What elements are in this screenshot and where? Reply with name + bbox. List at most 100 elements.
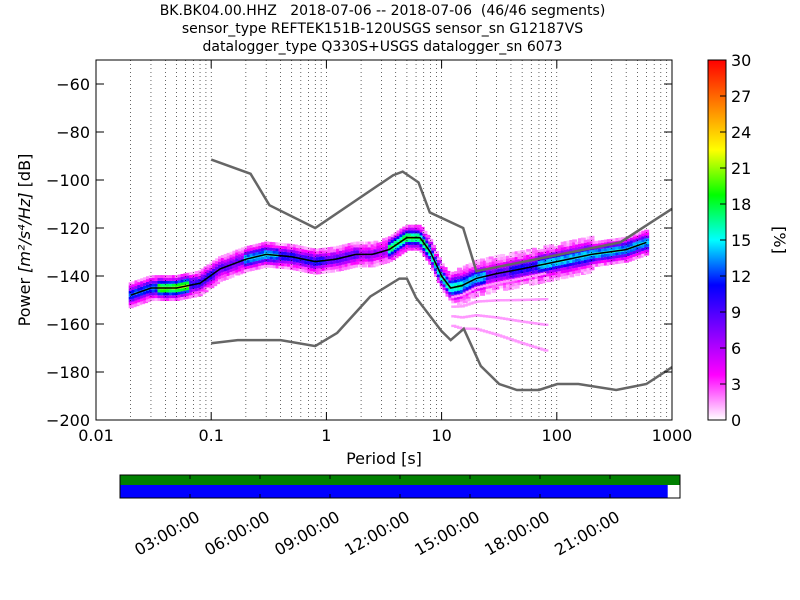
density-cell [390, 242, 396, 246]
density-cell [261, 262, 267, 266]
density-cell [410, 230, 416, 234]
density-cell [488, 315, 494, 319]
density-cell [304, 267, 310, 270]
density-cell [641, 250, 647, 254]
density-cell [471, 327, 477, 331]
density-cell [160, 298, 166, 302]
density-cell [445, 285, 451, 289]
density-cell [621, 242, 627, 246]
density-cell [459, 295, 465, 299]
density-cell [215, 272, 221, 276]
density-cell [459, 281, 465, 285]
density-cell [563, 261, 569, 265]
density-cell [168, 295, 174, 299]
density-cell [160, 292, 166, 296]
density-cell [422, 253, 428, 257]
density-cell [629, 252, 635, 255]
density-cell [281, 260, 287, 264]
density-cell [168, 278, 174, 281]
density-cell [566, 249, 572, 253]
density-cell [359, 250, 365, 254]
density-cell [511, 251, 517, 255]
density-cell [638, 234, 644, 238]
density-cell [410, 244, 416, 248]
density-cell [583, 242, 589, 246]
density-cell [615, 237, 621, 241]
density-cell [549, 252, 555, 256]
title-line-3: datalogger_type Q330S+USGS datalogger_sn… [202, 39, 563, 55]
density-cell [471, 281, 477, 285]
density-cell [540, 260, 546, 264]
density-cell [186, 290, 192, 293]
density-cell [264, 258, 270, 262]
density-cell [238, 262, 244, 266]
density-cell [511, 274, 517, 278]
density-cell [436, 274, 442, 278]
density-cell [448, 291, 454, 295]
density-cell [503, 273, 509, 277]
density-cell [638, 254, 644, 258]
density-cell [569, 260, 575, 263]
density-cell [543, 272, 549, 275]
density-cell [396, 247, 402, 251]
density-cell [554, 271, 560, 275]
density-cell [462, 297, 468, 301]
density-cell [258, 266, 264, 269]
density-cell [255, 252, 261, 256]
density-cell [629, 237, 635, 241]
density-cell [192, 291, 198, 295]
density-cell [350, 259, 356, 263]
density-cell [508, 298, 514, 302]
density-cell [128, 288, 134, 291]
density-cell [370, 250, 376, 253]
density-cell [318, 262, 324, 266]
density-cell [177, 297, 183, 301]
density-cell [194, 285, 200, 289]
density-cell [503, 317, 509, 321]
density-cell [315, 271, 321, 275]
density-cell [632, 239, 638, 243]
density-cell [128, 296, 134, 300]
density-cell [583, 268, 589, 272]
density-cell [480, 290, 486, 293]
density-cell [494, 260, 500, 264]
density-cell [402, 232, 408, 236]
density-cell [243, 263, 249, 267]
density-cell [572, 239, 578, 243]
density-cell [344, 249, 350, 253]
density-cell [425, 257, 431, 261]
density-cell [465, 287, 471, 290]
density-cell [638, 237, 644, 241]
density-cell [174, 295, 180, 299]
density-cell [459, 294, 465, 297]
density-cell [289, 258, 295, 262]
density-cell [514, 278, 520, 281]
density-cell [336, 265, 342, 269]
density-cell [128, 299, 134, 303]
density-cell [566, 240, 572, 244]
density-cell [186, 295, 192, 299]
density-cell [566, 266, 572, 270]
density-cell [148, 289, 154, 293]
density-cell [408, 247, 414, 251]
density-cell [540, 266, 546, 269]
density-cell [546, 279, 552, 283]
density-cell [431, 262, 437, 265]
density-cell [312, 268, 318, 272]
density-cell [531, 270, 537, 274]
density-cell [174, 280, 180, 284]
density-cell [592, 249, 598, 253]
density-cell [128, 291, 134, 294]
density-cell [315, 268, 321, 272]
density-cell [134, 300, 140, 304]
density-cell [223, 253, 229, 257]
density-cell [480, 329, 486, 332]
density-cell [229, 274, 235, 278]
density-cell [246, 254, 252, 258]
density-cell [577, 267, 583, 270]
density-cell [465, 291, 471, 294]
density-cell [586, 242, 592, 245]
density-cell [166, 298, 172, 302]
density-cell [615, 243, 621, 247]
density-cell [408, 227, 414, 231]
